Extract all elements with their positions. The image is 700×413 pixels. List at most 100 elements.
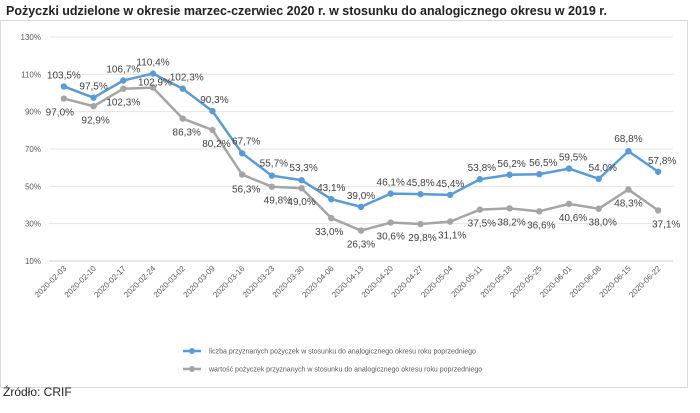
data-point [654,168,662,175]
data-label: 56,2% [497,159,525,170]
data-label: 67,7% [232,136,260,147]
data-label: 31,1% [438,231,466,242]
data-label: 30,6% [377,232,405,243]
data-label: 33,0% [315,227,343,238]
data-label: 102,9% [138,78,172,89]
data-label: 97,0% [46,108,74,119]
data-label: 92,9% [81,115,109,126]
data-label: 45,8% [406,178,434,189]
data-label: 37,1% [652,219,680,230]
data-point [506,171,513,178]
y-tick-label: 30% [25,220,41,229]
data-point [268,183,276,190]
data-label: 90,3% [200,95,228,106]
data-label: 102,3% [170,73,204,84]
data-point [209,126,216,134]
data-point [120,85,127,92]
data-label: 55,7% [260,159,288,170]
line-chart: 10%30%50%70%90%110%130%2020-02-032020-02… [21,33,681,374]
legend-marker [189,348,195,354]
data-point [446,218,454,225]
data-label: 54,0% [589,163,617,174]
source-note: Źródło: CRIF [3,385,72,399]
data-point [417,190,424,198]
data-point [476,176,484,183]
data-label: 57,8% [648,156,676,167]
data-label: 48,3% [614,199,642,210]
y-tick-label: 130% [21,33,41,42]
y-tick-label: 90% [25,108,41,117]
data-point [238,171,246,178]
x-tick-label: 2020-06-22 [627,264,663,300]
series-line [63,72,659,209]
data-point [654,207,662,214]
data-label: 36,6% [527,220,555,231]
data-label: 106,7% [106,64,140,75]
data-label: 38,0% [589,218,617,229]
data-point [565,165,573,172]
data-point [536,171,543,178]
data-point [328,214,335,222]
data-label: 53,8% [468,163,496,174]
data-point [268,172,276,179]
data-label: 80,2% [202,139,230,150]
data-point [595,175,602,183]
data-label: 26,3% [347,240,375,251]
data-point [209,107,216,115]
y-tick-label: 10% [25,257,41,266]
y-tick-label: 110% [21,70,41,79]
data-point [387,190,394,197]
data-point [90,94,97,101]
data-label: 45,4% [436,179,464,190]
data-point [90,103,97,110]
data-point [625,186,632,193]
data-point [595,205,602,212]
legend-entry: liczba przyznanych pożyczek w stosunku d… [209,349,476,356]
data-point [625,148,632,155]
data-label: 39,0% [347,191,375,202]
data-label: 103,5% [47,70,81,81]
data-label: 29,8% [408,233,436,244]
data-label: 56,3% [232,185,260,196]
y-tick-label: 70% [25,145,41,154]
legend-marker [189,366,195,372]
data-label: 68,8% [614,134,642,145]
data-point [179,85,186,92]
chart-area: 10% 30% 50% 70% 90% 110% 130% 2020-02-03 2020-02… [0,20,688,388]
data-point [179,115,186,122]
data-label: 37,5% [468,219,496,230]
data-label: 86,3% [173,128,201,139]
data-point [357,203,365,211]
data-label: 49,8% [264,196,292,207]
data-label: 59,5% [559,153,587,164]
data-point [417,220,424,228]
data-point [120,77,127,84]
data-point [387,219,394,226]
data-label: 97,5% [79,82,107,93]
data-label: 46,1% [377,178,405,189]
data-label: 43,1% [317,183,345,194]
data-point [446,191,454,199]
data-point [476,206,484,213]
chart-title: Pożyczki udzielone w okresie marzec-czer… [6,4,607,18]
data-point [298,176,305,184]
data-point [149,70,157,77]
data-point [328,196,335,203]
legend-entry: wartość pożyczek przyznanych w stosunku … [208,367,482,374]
data-point [565,200,573,208]
data-label: 49,0% [287,197,315,208]
data-point [536,208,543,215]
data-label: 53,3% [289,163,317,174]
data-point [149,84,157,91]
data-point [357,227,365,234]
data-label: 40,6% [559,213,587,224]
y-tick-label: 50% [25,182,41,191]
data-point [238,150,246,157]
data-label: 38,2% [497,217,525,228]
data-label: 56,5% [529,158,557,169]
data-point [506,205,513,212]
data-point [298,185,305,192]
data-label: 102,3% [106,98,140,109]
data-point [60,83,68,90]
data-point [60,95,68,102]
